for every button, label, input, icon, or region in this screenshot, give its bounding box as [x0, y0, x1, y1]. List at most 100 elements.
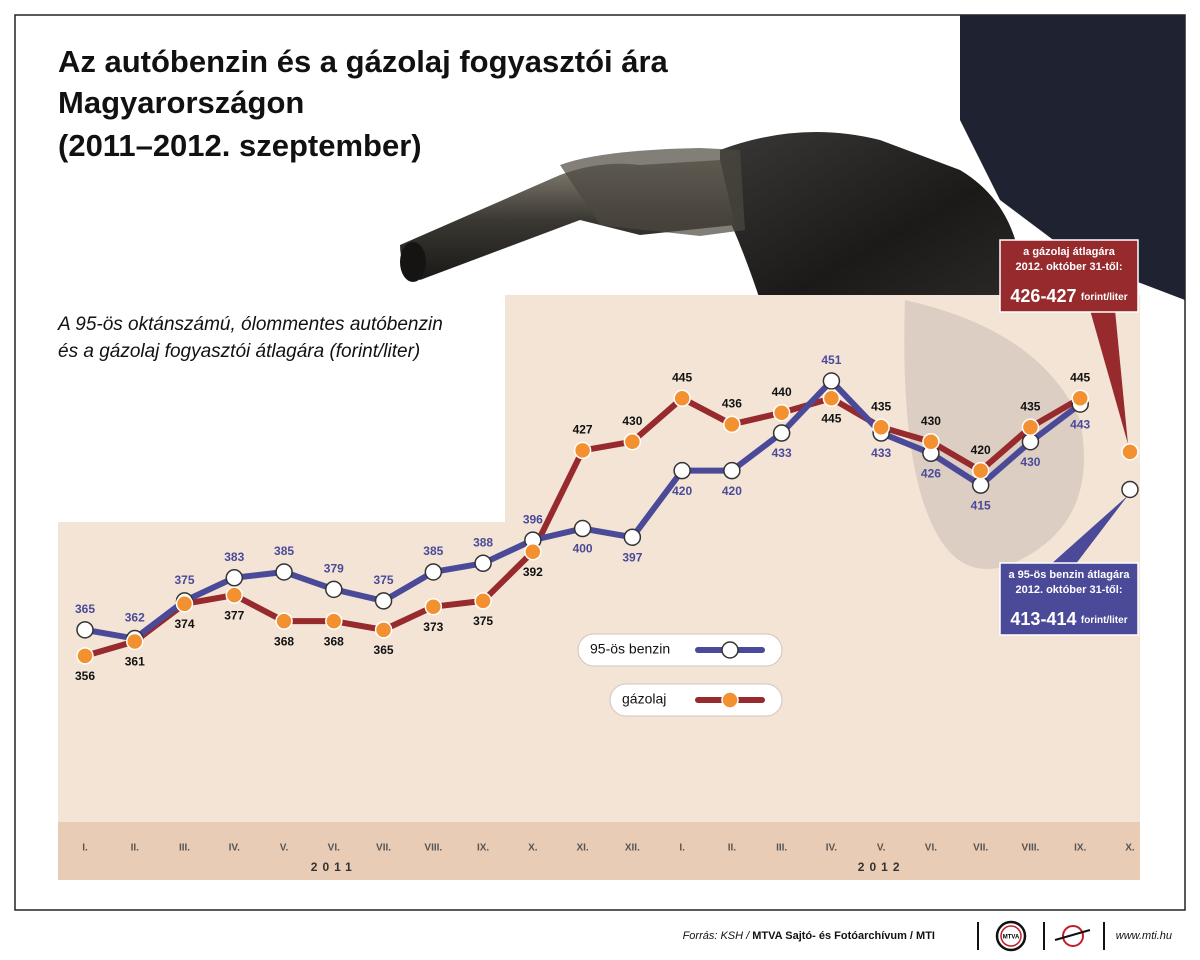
value-label: 427 — [573, 423, 593, 437]
value-label: 368 — [274, 634, 294, 648]
value-label: 451 — [821, 353, 841, 367]
data-point — [225, 586, 244, 604]
value-label: 420 — [971, 443, 991, 457]
x-tick-label: V. — [877, 843, 886, 854]
data-point — [76, 647, 94, 665]
x-tick-label: IV. — [826, 843, 838, 854]
x-tick-label: IX. — [1074, 843, 1086, 854]
value-label: 375 — [374, 573, 394, 587]
value-label: 433 — [871, 446, 891, 460]
value-label: 433 — [772, 446, 792, 460]
value-label: 385 — [423, 544, 443, 558]
x-tick-label: I. — [82, 843, 88, 854]
value-label: 383 — [224, 550, 244, 564]
value-label: 377 — [224, 608, 244, 622]
year-label: 2012 — [858, 860, 905, 874]
x-tick-label: X. — [528, 843, 538, 854]
callout-range: 413-414 — [1010, 609, 1076, 629]
subtitle: A 95-ös oktánszámú, ólommentes autóbenzi… — [57, 314, 443, 335]
data-point — [524, 542, 542, 561]
footer: Forrás: KSH / MTVA Sajtó- és Fotóarchívu… — [683, 920, 1172, 952]
photo — [400, 15, 1185, 300]
value-label: 436 — [722, 397, 742, 411]
data-point — [723, 461, 741, 480]
callout-range: 426-427 — [1010, 286, 1076, 306]
photo-shadow — [904, 300, 1084, 569]
callout-pointer — [1090, 310, 1128, 444]
data-point — [325, 580, 343, 599]
x-tick-label: III. — [776, 843, 787, 854]
logo-text: MTVA — [1003, 935, 1020, 941]
value-label: 362 — [125, 611, 145, 625]
source-agency: MTVA Sajtó- és Fotóarchívum / MTI — [752, 930, 935, 942]
value-label: 435 — [871, 399, 891, 413]
data-point — [922, 432, 940, 451]
data-point — [126, 632, 144, 651]
x-tick-label: VIII. — [1022, 843, 1040, 854]
data-point — [374, 592, 393, 610]
logo-ring — [1000, 925, 1022, 947]
data-point — [872, 418, 890, 436]
source: Forrás: KSH / MTVA Sajtó- és Fotóarchívu… — [683, 930, 935, 942]
x-tick-label: XII. — [625, 843, 640, 854]
data-point — [573, 519, 592, 538]
callout-unit: forint/liter — [1081, 615, 1128, 626]
x-tick-label: VII. — [376, 843, 391, 854]
mti-logo-bar — [1054, 929, 1091, 941]
x-tick-label: III. — [179, 843, 190, 854]
data-point — [424, 563, 443, 581]
callout-unit: forint/liter — [1081, 292, 1128, 303]
year-label: 2011 — [311, 860, 357, 874]
title-line: (2011–2012. szeptember) — [58, 128, 422, 163]
value-label: 430 — [921, 414, 941, 428]
callout-value: 413-414 forint/liter — [1010, 609, 1127, 629]
source-prefix: Forrás: KSH / — [683, 930, 751, 942]
value-label: 379 — [324, 562, 344, 576]
value-label: 356 — [75, 669, 95, 683]
data-point — [1021, 432, 1040, 451]
data-point — [673, 389, 691, 408]
title: Az autóbenzin és a gázolaj fogyasztói ár… — [58, 44, 669, 163]
value-label: 430 — [622, 414, 642, 428]
x-tick-label: V. — [280, 843, 289, 854]
callout-text: 2012. október 31-től: — [1016, 584, 1123, 596]
value-label: 445 — [672, 370, 692, 384]
data-point — [723, 415, 741, 434]
value-label: 440 — [772, 385, 792, 399]
data-point — [1021, 418, 1040, 436]
callout-text: a gázolaj átlagára — [1023, 246, 1116, 258]
plot: I. II. III. IV. V. VI. VII. VIII. IX. X. XI. XII. I.… — [75, 239, 1139, 874]
legend-marker — [721, 641, 739, 659]
callout-box — [999, 239, 1139, 313]
data-point — [76, 621, 94, 639]
callout-text: 2012. október 31-től: — [1016, 261, 1123, 273]
forecast-point — [1121, 443, 1139, 461]
data-point — [573, 441, 592, 460]
title-line: Magyarországon — [58, 85, 304, 120]
value-label: 397 — [622, 550, 642, 564]
x-tick-label: XI. — [576, 843, 588, 854]
x-tick-label: II. — [728, 843, 737, 854]
data-point — [971, 476, 990, 494]
data-point — [673, 461, 691, 480]
plot-background — [505, 295, 1140, 822]
value-label: 430 — [1020, 455, 1040, 469]
x-tick-label: IX. — [477, 843, 489, 854]
legend-label: gázolaj — [622, 691, 666, 707]
legend-marker — [721, 691, 739, 709]
value-label: 375 — [473, 614, 493, 628]
x-tick-label: II. — [131, 843, 140, 854]
value-label: 443 — [1070, 417, 1090, 431]
value-label: 361 — [125, 655, 145, 669]
x-tick-label: VII. — [973, 843, 988, 854]
value-label: 396 — [523, 512, 543, 526]
data-point — [374, 621, 393, 639]
legend-label: 95-ös benzin — [590, 641, 670, 657]
data-point — [971, 461, 990, 480]
data-point — [772, 424, 791, 442]
callout-value: 426-427 forint/liter — [1010, 286, 1127, 306]
callout-text: a 95-ös benzin átlagára — [1008, 569, 1130, 581]
subtitle: és a gázolaj fogyasztói átlagára (forint… — [58, 341, 420, 362]
value-label: 385 — [274, 544, 294, 558]
data-point — [474, 592, 492, 610]
